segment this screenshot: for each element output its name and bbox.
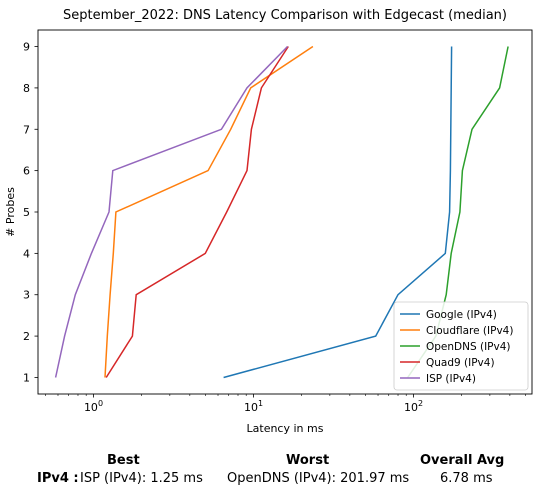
y-tick-label: 2 [23,330,30,343]
x-tick-label: 101 [244,399,263,414]
ipv4-row-label: IPv4 : [37,471,79,486]
summary-table: Best Worst Overall Avg IPv4 : ISP (IPv4)… [0,448,541,496]
x-tick-label: 102 [404,399,423,414]
series-line-isp-ipv4 [54,45,289,378]
legend-box [393,301,529,391]
best-value: ISP (IPv4): 1.25 ms [80,471,203,486]
y-tick-label: 7 [23,123,30,136]
legend-label-cloudflare-ipv4: Cloudflare (IPv4) [426,325,513,337]
y-tick-label: 9 [23,41,30,54]
overall-avg-header: Overall Avg [420,453,505,468]
y-axis-label: # Probes [4,187,17,237]
series-line-cloudflare-ipv4 [104,45,314,378]
x-tick-label: 100 [84,399,103,414]
legend-label-isp-ipv4: ISP (IPv4) [426,373,476,385]
overall-avg-value: 6.78 ms [440,471,493,486]
y-tick-label: 4 [23,247,30,260]
x-axis-label: Latency in ms [247,422,324,435]
legend-label-opendns-ipv4: OpenDNS (IPv4) [426,341,511,353]
y-tick-label: 3 [23,289,30,302]
worst-value: OpenDNS (IPv4): 201.97 ms [227,471,410,486]
series-line-quad9-ipv4 [105,46,289,378]
legend-label-google-ipv4: Google (IPv4) [426,309,497,321]
chart-title: September_2022: DNS Latency Comparison w… [63,8,507,23]
y-tick-label: 5 [23,206,30,219]
worst-header: Worst [286,453,330,468]
y-tick-label: 1 [23,371,30,384]
legend: Google (IPv4) Cloudflare (IPv4) OpenDNS (I… [393,301,529,391]
chart: September_2022: DNS Latency Comparison w… [4,8,533,435]
series-line-google-ipv4 [223,46,453,379]
legend-label-quad9-ipv4: Quad9 (IPv4) [426,357,495,369]
y-tick-label: 8 [23,82,30,95]
y-tick-label: 6 [23,165,30,178]
best-header: Best [107,453,140,468]
